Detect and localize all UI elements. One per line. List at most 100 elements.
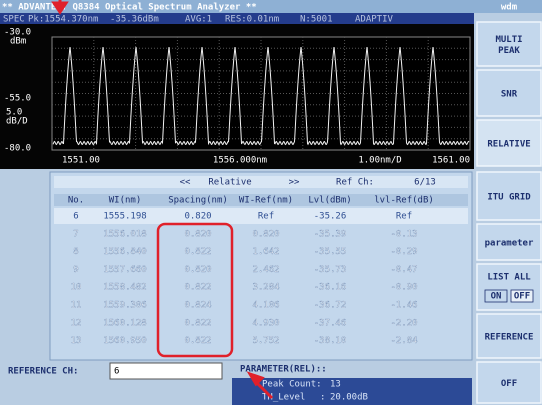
column-header: WI-Ref(nm) — [239, 196, 293, 206]
status-item: Pk:1554.370nm — [28, 15, 98, 25]
table-cell: 1560.950 — [103, 336, 146, 346]
softkey-label: MULTI — [495, 35, 522, 45]
table-cell: -35.26 — [314, 212, 347, 222]
table-cell: Ref — [258, 212, 274, 222]
y-axis-label: 5.0 — [6, 108, 22, 118]
highlight-box — [156, 222, 234, 358]
softkey[interactable] — [476, 21, 542, 67]
softkey[interactable] — [476, 171, 542, 221]
softkey[interactable] — [476, 263, 542, 311]
status-item: -35.36dBm — [110, 15, 159, 25]
reference-row-highlight — [54, 208, 468, 224]
table-header-bar — [54, 194, 468, 206]
table-cell: 1.642 — [252, 247, 279, 257]
table-nav: 6/13 — [414, 178, 436, 188]
table-cell: 1557.660 — [103, 265, 146, 275]
table-cell: 11 — [71, 301, 82, 311]
table-cell: -2.20 — [390, 318, 417, 328]
column-header: No. — [68, 196, 84, 206]
table-cell: 5.752 — [252, 336, 279, 346]
column-header: lvl-Ref(dB) — [374, 196, 434, 206]
table-cell: -35.55 — [314, 247, 347, 257]
parameter-line: 13 — [330, 380, 341, 390]
table-cell: -0.29 — [390, 247, 417, 257]
status-bar — [0, 13, 474, 24]
reference-value: 6 — [114, 367, 119, 377]
x-axis-label: 1.00nm/D — [358, 156, 401, 166]
table-cell: 3.284 — [252, 283, 279, 293]
x-axis-label: 1556.000nm — [213, 156, 267, 166]
table-cell: 0.822 — [184, 318, 211, 328]
table-nav: << — [180, 178, 191, 188]
table-cell: 10 — [71, 283, 82, 293]
table-cell: 2.462 — [252, 265, 279, 275]
mode: wdm — [501, 3, 518, 13]
softkey[interactable] — [476, 223, 542, 261]
toggle-option — [484, 289, 508, 303]
table-cell: 0.820 — [252, 229, 279, 239]
table-cell: 1558.482 — [103, 283, 146, 293]
x-axis-label: 1561.00 — [432, 156, 470, 166]
y-axis-label: -30.0 — [4, 28, 31, 38]
table-nav-bar — [54, 176, 468, 188]
status-item: AVG:1 — [185, 15, 212, 25]
softkey-label: ITU GRID — [487, 193, 531, 203]
table-cell: 0.822 — [184, 336, 211, 346]
table-cell: 8 — [73, 247, 78, 257]
softkey[interactable] — [476, 69, 542, 117]
table-cell: -1.46 — [390, 301, 417, 311]
parameter-title: PARAMETER(REL):: — [240, 365, 327, 375]
table-cell: -36.72 — [314, 301, 347, 311]
table-cell: 13 — [71, 336, 82, 346]
reference-input[interactable] — [109, 362, 223, 380]
title-bar — [0, 0, 542, 13]
status-item: N:5001 — [300, 15, 333, 25]
table-cell: -38.10 — [314, 336, 347, 346]
arrow-top — [51, 0, 69, 15]
table-nav: >> — [289, 178, 300, 188]
table-cell: 6 — [73, 212, 78, 222]
table-cell: Ref — [396, 212, 412, 222]
table-cell: 0.820 — [184, 229, 211, 239]
table-cell: 0.822 — [184, 247, 211, 257]
y-axis-label: dBm — [10, 37, 26, 47]
table-cell: -36.16 — [314, 283, 347, 293]
softkey-label: LIST ALL — [487, 273, 531, 283]
reference-label: REFERENCE CH: — [8, 367, 78, 377]
parameter-line: Peak Count: — [262, 380, 322, 390]
softkey-label: REFERENCE — [485, 333, 534, 343]
table-cell: 4.930 — [252, 318, 279, 328]
table-cell: 1556.018 — [103, 229, 146, 239]
texts: ** ADVANTEST Q8384 Optical Spectrum Anal… — [2, 2, 518, 403]
x-axis-label: 1551.00 — [62, 156, 100, 166]
softkey-label: SNR — [501, 90, 518, 100]
softkey-label: PEAK — [498, 46, 520, 56]
table-nav: Ref Ch: — [336, 178, 374, 188]
softkey-label: OFF — [501, 379, 517, 389]
table-cell: -35.73 — [314, 265, 347, 275]
toggle-option — [510, 289, 534, 303]
parameter-line: TH_Level — [262, 393, 305, 403]
table-cell: -0.90 — [390, 283, 417, 293]
table-cell: 0.820 — [184, 265, 211, 275]
table-cell: 9 — [73, 265, 78, 275]
toggle-label: OFF — [514, 292, 530, 302]
status-item: SPEC — [3, 15, 25, 25]
table-cell: 12 — [71, 318, 82, 328]
parameter-panel — [232, 378, 472, 405]
softkey[interactable] — [476, 313, 542, 359]
table-cell: 0.820 — [184, 212, 211, 222]
column-header: WI(nm) — [109, 196, 142, 206]
table-nav: Relative — [208, 178, 251, 188]
status-item: ADAPTIV — [355, 15, 394, 25]
softkey[interactable] — [476, 361, 542, 404]
table-cell: 7 — [73, 229, 78, 239]
table-cell: 1560.128 — [103, 318, 146, 328]
spectrum-trace — [52, 46, 470, 146]
table-cell: 1555.198 — [103, 212, 146, 222]
parameter-line: : — [320, 393, 325, 403]
title: ** ADVANTEST Q8384 Optical Spectrum Anal… — [2, 2, 257, 13]
softkey[interactable] — [476, 119, 542, 167]
table-cell: -2.84 — [390, 336, 417, 346]
